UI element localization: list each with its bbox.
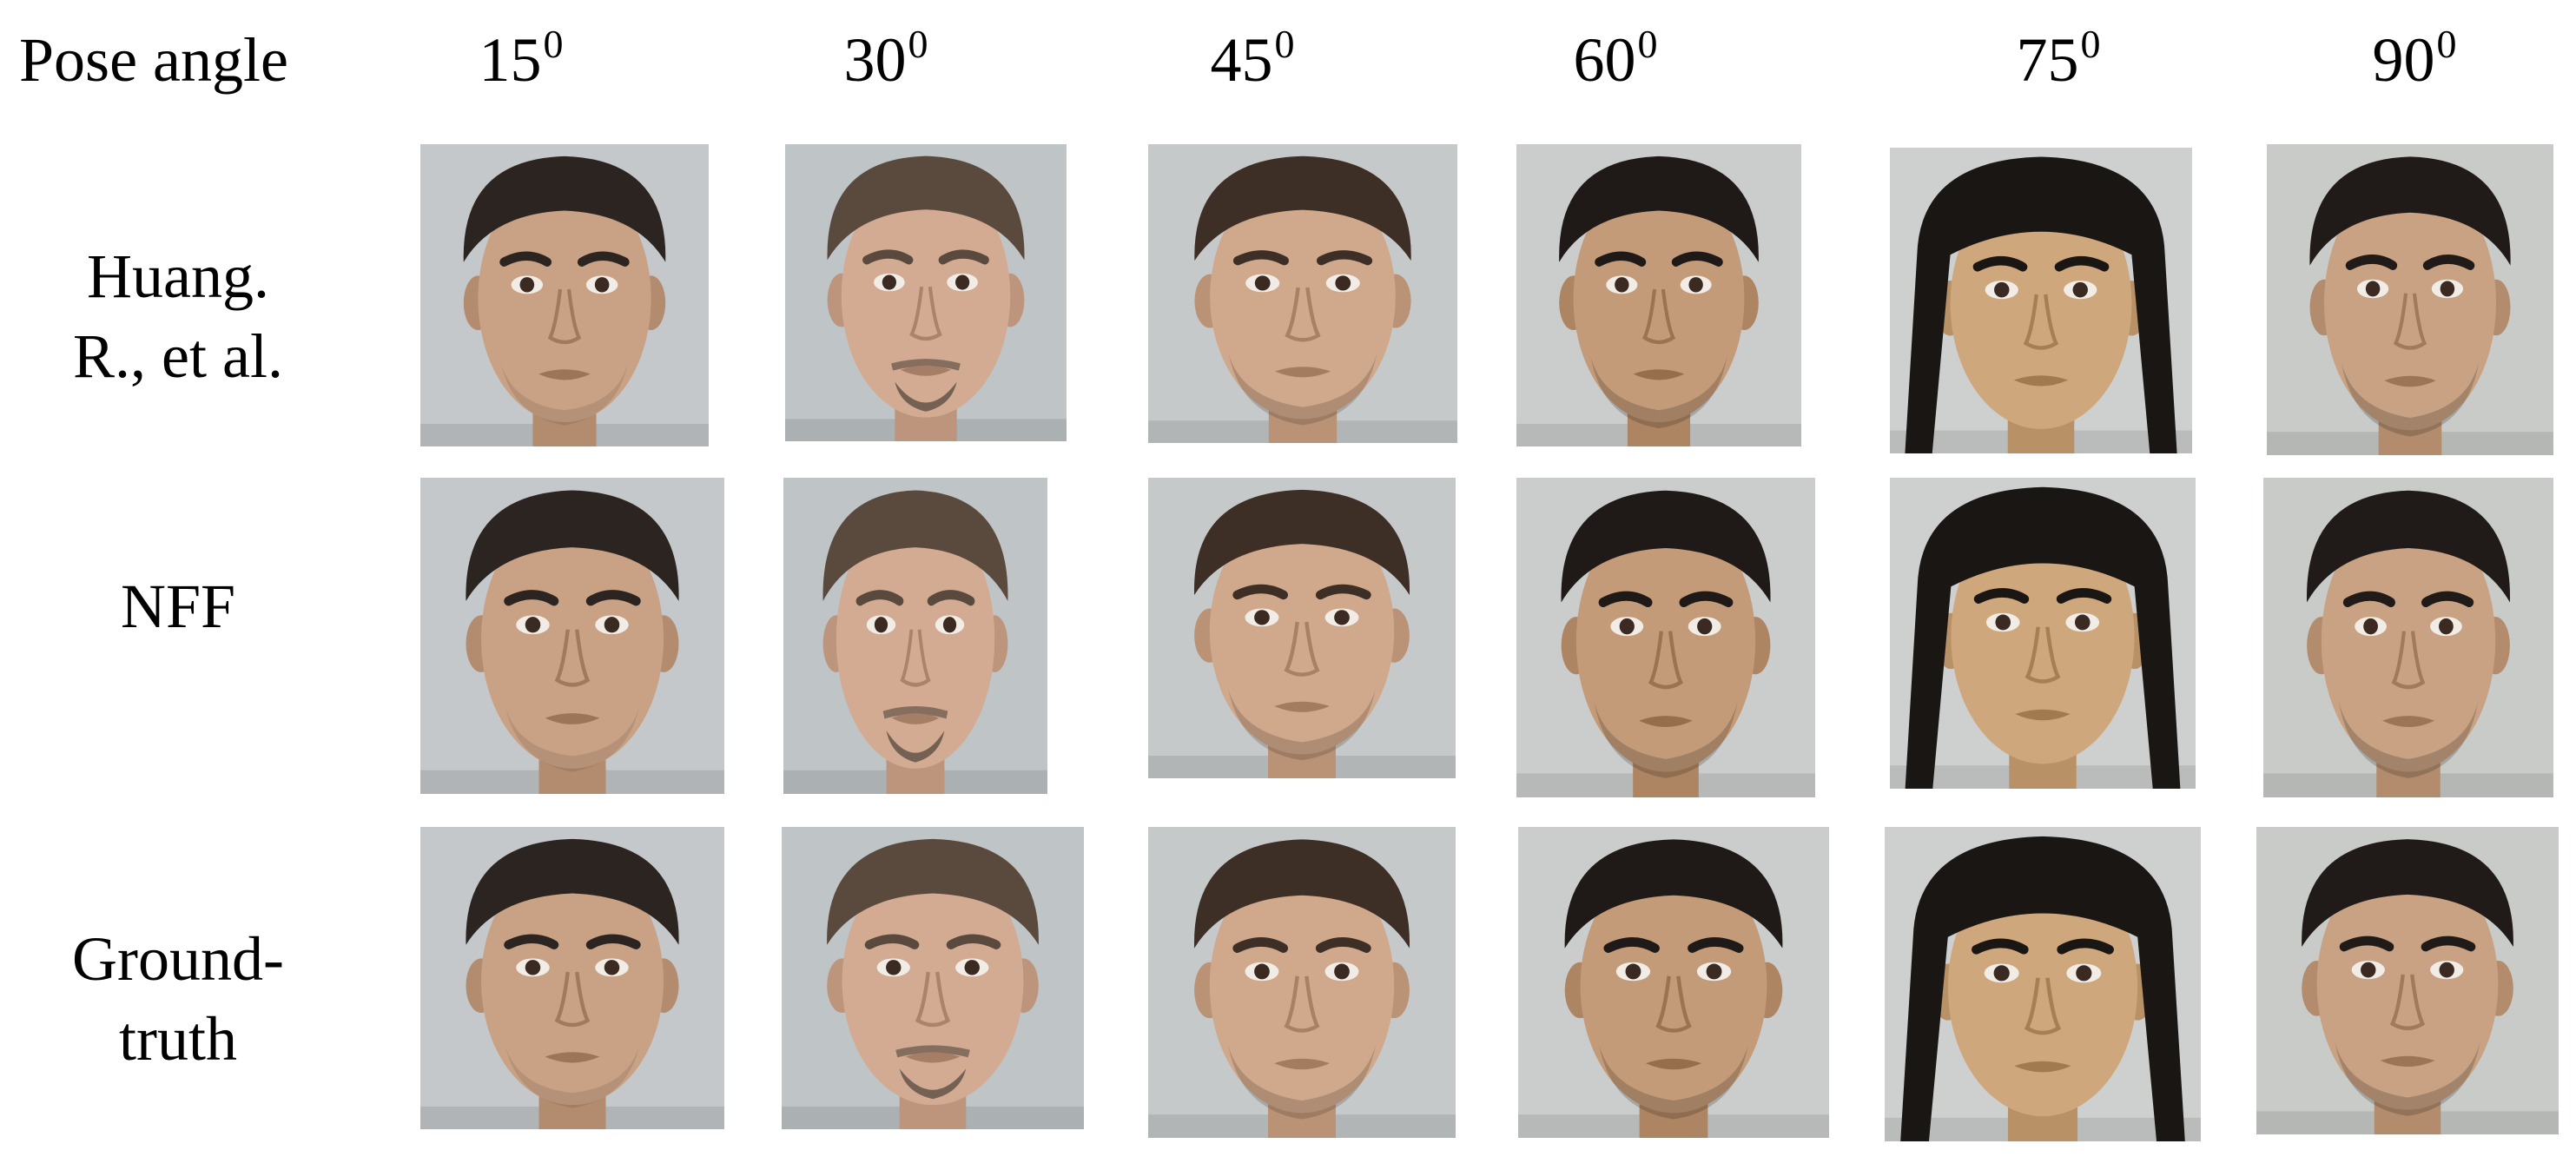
face-drawing [1890, 478, 2196, 789]
angle-unit: 0 [2436, 22, 2457, 66]
face-image [783, 478, 1047, 794]
angle-header-90: 900 [2310, 12, 2519, 108]
face-image [420, 827, 724, 1129]
face-drawing [1148, 827, 1456, 1138]
face-image [1148, 478, 1456, 778]
face-image [1148, 144, 1457, 443]
row-label-line: Ground- [72, 924, 284, 994]
angle-unit: 0 [1274, 22, 1295, 66]
face-image [1516, 478, 1815, 797]
face-drawing [782, 827, 1084, 1129]
angle-unit: 0 [908, 22, 928, 66]
face-image [1885, 827, 2201, 1141]
face-drawing [1516, 144, 1801, 446]
face-drawing [1516, 478, 1815, 797]
angle-unit: 0 [2080, 22, 2101, 66]
angle-header-75: 750 [1954, 12, 2163, 108]
face-drawing [1885, 827, 2201, 1141]
row-label-ground-truth: Ground- truth [0, 919, 356, 1079]
row-label-line: Huang. [87, 241, 269, 311]
pose-angle-label: Pose angle [19, 25, 288, 95]
face-drawing [1148, 478, 1456, 778]
face-image [1148, 827, 1456, 1138]
face-drawing [420, 144, 709, 446]
face-drawing [2263, 478, 2553, 797]
face-image [1516, 144, 1801, 446]
face-drawing [783, 478, 1047, 794]
face-drawing [2256, 827, 2559, 1134]
face-drawing [420, 478, 724, 794]
face-drawing [1518, 827, 1829, 1138]
row-label-nff: NFF [0, 566, 356, 646]
angle-header-60: 600 [1511, 12, 1720, 108]
face-drawing [1148, 144, 1457, 443]
face-image [2256, 827, 2559, 1134]
angle-value: 45 [1210, 25, 1273, 95]
row-label-huang: Huang. R., et al. [0, 236, 356, 396]
row-label-line: truth [119, 1004, 237, 1074]
angle-header-30: 300 [782, 12, 990, 108]
angle-value: 15 [479, 25, 542, 95]
face-drawing [785, 144, 1067, 441]
face-drawing [2267, 144, 2553, 455]
angle-unit: 0 [543, 22, 564, 66]
face-drawing [1890, 148, 2192, 453]
angle-value: 30 [843, 25, 907, 95]
angle-value: 90 [2372, 25, 2435, 95]
face-drawing [420, 827, 724, 1129]
angle-value: 75 [2016, 25, 2079, 95]
angle-header-45: 450 [1148, 12, 1357, 108]
face-image [420, 144, 709, 446]
angle-unit: 0 [1637, 22, 1658, 66]
face-image [420, 478, 724, 794]
face-image [785, 144, 1067, 441]
row-label-line: R., et al. [73, 321, 283, 391]
angle-header-15: 150 [417, 12, 625, 108]
face-image [1890, 478, 2196, 789]
angle-value: 60 [1573, 25, 1636, 95]
face-image [1518, 827, 1829, 1138]
face-image [2267, 144, 2553, 455]
face-image [1890, 148, 2192, 453]
face-image [2263, 478, 2553, 797]
row-label-line: NFF [120, 572, 236, 641]
face-image [782, 827, 1084, 1129]
